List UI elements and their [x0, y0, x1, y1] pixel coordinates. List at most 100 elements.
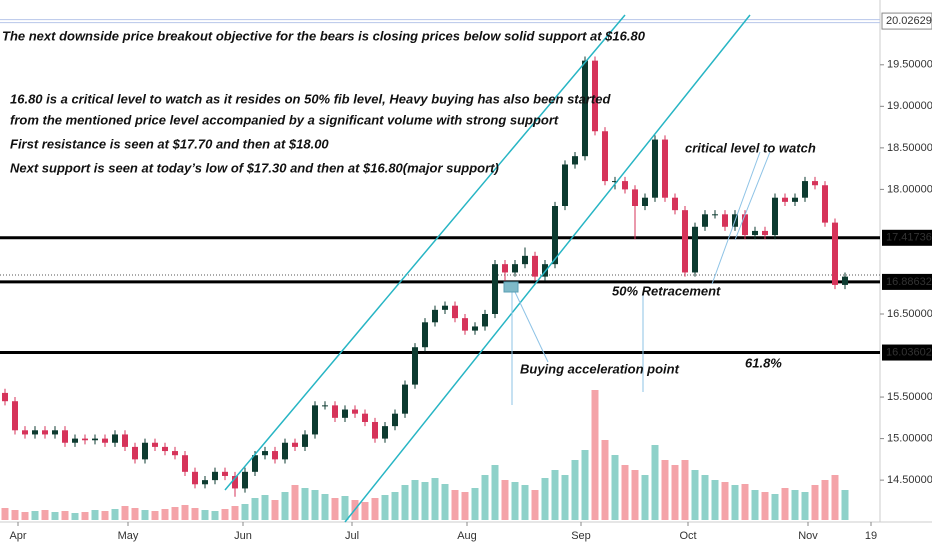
candle-body	[122, 434, 128, 447]
candle-body	[762, 230, 768, 236]
level-label-box	[881, 12, 932, 30]
candle-body	[772, 197, 778, 236]
candle-body	[462, 318, 468, 331]
volume-bar	[671, 465, 679, 520]
candle-body	[32, 430, 38, 435]
volume-bar	[321, 494, 329, 520]
channel-line	[344, 14, 751, 523]
volume-bar	[21, 512, 29, 520]
candle-body	[712, 214, 718, 216]
x-tick-label: Jun	[234, 530, 252, 542]
volume-bar	[791, 490, 799, 520]
acceleration-box	[503, 281, 519, 293]
candle-body	[92, 438, 98, 441]
callout-line	[514, 291, 549, 363]
volume-bar	[151, 511, 159, 520]
y-tick-label: 18.50000	[887, 142, 932, 154]
candle-body	[542, 264, 548, 277]
annotation: First resistance is seen at $17.70 and t…	[10, 136, 329, 151]
candle-body	[442, 305, 448, 310]
candle-body	[292, 442, 298, 447]
candle-body	[572, 156, 578, 165]
volume-bar	[571, 460, 579, 520]
volume-bar	[31, 511, 39, 520]
candle-body	[412, 347, 418, 385]
level-layer	[0, 19, 880, 355]
volume-bar	[591, 390, 599, 520]
candle-body	[22, 430, 28, 435]
x-tick-label: Sep	[571, 530, 591, 542]
volume-bar	[231, 506, 239, 520]
candle-body	[422, 322, 428, 348]
volume-bar	[51, 512, 59, 520]
volume-bar	[551, 470, 559, 520]
volume-bar	[781, 488, 789, 520]
annotation: 61.8%	[745, 355, 782, 370]
volume-bar	[171, 507, 179, 520]
channel-line	[224, 14, 626, 491]
volume-bar	[341, 496, 349, 520]
volume-bar	[1, 508, 9, 520]
candle-body	[792, 197, 798, 202]
volume-bar	[81, 512, 89, 520]
candle-body	[252, 455, 258, 472]
x-tick-label: Aug	[457, 530, 477, 542]
volume-bar	[711, 480, 719, 520]
volume-bar	[831, 475, 839, 520]
candle-body	[502, 264, 508, 273]
annotation: 16.80 is a critical level to watch as it…	[10, 91, 611, 106]
candle-body	[672, 197, 678, 211]
volume-bar	[11, 510, 19, 520]
volume-bar	[541, 478, 549, 520]
candle-body	[352, 409, 358, 414]
candle-body	[302, 434, 308, 447]
y-tick-label: 14.50000	[887, 474, 932, 486]
volume-bar	[211, 511, 219, 520]
candle-body	[662, 139, 668, 198]
y-tick-label: 15.50000	[887, 391, 932, 403]
y-tick-label: 15.00000	[887, 433, 932, 445]
volume-bar	[61, 511, 69, 520]
candle-body	[372, 421, 378, 439]
candle-body	[212, 471, 218, 481]
candle-body	[562, 164, 568, 207]
x-tick-label: Oct	[679, 530, 696, 542]
candle-body	[162, 446, 168, 452]
candle-body	[702, 214, 708, 227]
annotation: Next support is seen at today’s low of $…	[10, 160, 499, 175]
volume-bar	[481, 475, 489, 520]
notes: The next downside price breakout objecti…	[2, 28, 816, 376]
x-tick-label: Nov	[798, 530, 818, 542]
drawings	[224, 14, 751, 523]
y-tick-label: 18.00000	[887, 183, 932, 195]
volume-bar	[601, 440, 609, 520]
callout-line	[711, 151, 761, 285]
candle-body	[262, 451, 268, 456]
callouts	[503, 151, 771, 405]
volume-bar	[511, 482, 519, 520]
candle-body	[202, 480, 208, 485]
volume-bar	[201, 510, 209, 520]
candle-body	[832, 222, 838, 285]
candle-body	[222, 471, 228, 476]
candle-body	[392, 413, 398, 427]
x-tick-label: Apr	[9, 530, 26, 542]
candle-body	[652, 139, 658, 198]
volume-bar	[311, 490, 319, 520]
volume-layer	[1, 390, 849, 520]
volume-bar	[581, 450, 589, 520]
candle-body	[632, 189, 638, 207]
candle-body	[272, 451, 278, 460]
volume-bar	[281, 492, 289, 520]
level-label-box	[882, 273, 932, 290]
x-tick-label: Jul	[345, 530, 359, 542]
candle-body	[482, 313, 488, 327]
volume-bar	[331, 498, 339, 520]
volume-bar	[681, 460, 689, 520]
volume-bar	[431, 478, 439, 520]
candle-body	[382, 426, 388, 439]
level-label-box	[882, 229, 932, 246]
candle-body	[692, 226, 698, 273]
volume-bar	[721, 482, 729, 520]
